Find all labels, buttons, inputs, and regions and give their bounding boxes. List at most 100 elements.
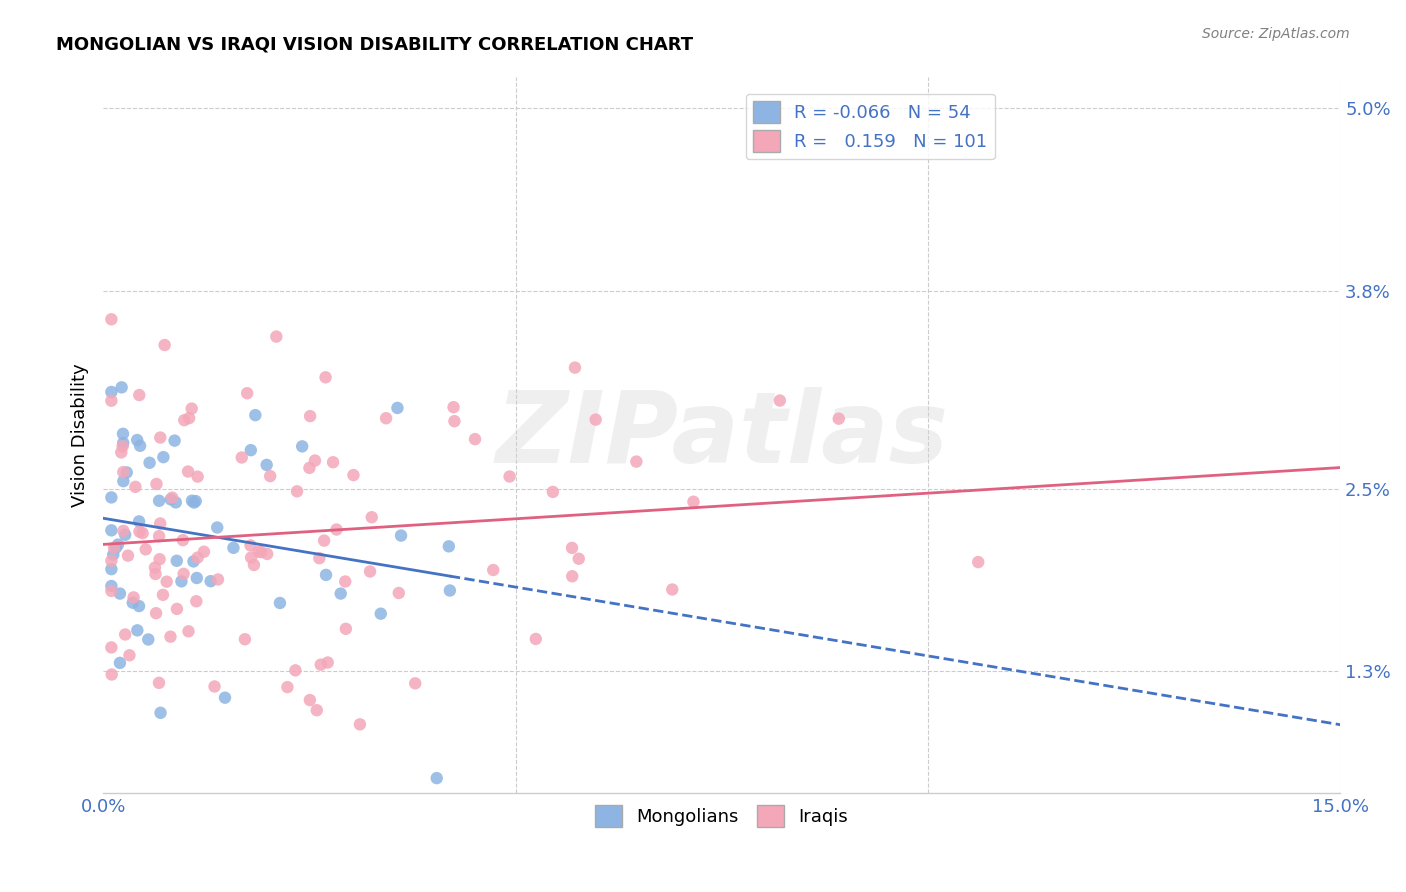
Iraqis <box>285 484 308 499</box>
Mongolians <box>437 539 460 553</box>
Iraqis <box>111 439 134 453</box>
Iraqis <box>359 565 381 579</box>
Mongolians <box>111 426 134 441</box>
Iraqis <box>585 412 607 426</box>
Iraqis <box>314 533 336 548</box>
Mongolians <box>128 515 150 529</box>
Iraqis <box>243 558 266 572</box>
Iraqis <box>561 541 583 555</box>
Mongolians <box>138 456 160 470</box>
Iraqis <box>153 338 176 352</box>
Iraqis <box>145 477 167 491</box>
Mongolians <box>136 632 159 647</box>
Mongolians <box>114 528 136 542</box>
Iraqis <box>443 414 465 428</box>
Iraqis <box>173 413 195 427</box>
Iraqis <box>561 569 583 583</box>
Mongolians <box>159 492 181 507</box>
Iraqis <box>360 510 382 524</box>
Mongolians <box>127 433 149 447</box>
Iraqis <box>464 432 486 446</box>
Iraqis <box>100 312 122 326</box>
Iraqis <box>173 566 195 581</box>
Iraqis <box>152 588 174 602</box>
Mongolians <box>426 771 449 785</box>
Mongolians <box>184 494 207 508</box>
Mongolians <box>165 495 187 509</box>
Iraqis <box>100 583 122 598</box>
Iraqis <box>682 494 704 508</box>
Iraqis <box>284 664 307 678</box>
Iraqis <box>661 582 683 597</box>
Iraqis <box>349 717 371 731</box>
Mongolians <box>121 596 143 610</box>
Mongolians <box>370 607 392 621</box>
Iraqis <box>322 455 344 469</box>
Iraqis <box>149 516 172 531</box>
Iraqis <box>967 555 990 569</box>
Iraqis <box>118 648 141 663</box>
Mongolians <box>205 520 228 534</box>
Y-axis label: Vision Disability: Vision Disability <box>72 364 89 508</box>
Iraqis <box>148 676 170 690</box>
Iraqis <box>100 393 122 408</box>
Iraqis <box>250 545 273 559</box>
Mongolians <box>105 541 128 555</box>
Iraqis <box>266 329 288 343</box>
Iraqis <box>231 450 253 465</box>
Iraqis <box>131 526 153 541</box>
Iraqis <box>143 560 166 574</box>
Iraqis <box>100 667 122 681</box>
Mongolians <box>103 548 125 562</box>
Mongolians <box>100 524 122 538</box>
Iraqis <box>179 411 201 425</box>
Iraqis <box>236 386 259 401</box>
Iraqis <box>305 703 328 717</box>
Iraqis <box>177 465 200 479</box>
Iraqis <box>177 624 200 639</box>
Mongolians <box>245 408 267 422</box>
Iraqis <box>443 400 465 414</box>
Mongolians <box>181 493 204 508</box>
Mongolians <box>183 554 205 568</box>
Mongolians <box>186 571 208 585</box>
Iraqis <box>256 547 278 561</box>
Iraqis <box>149 431 172 445</box>
Mongolians <box>100 579 122 593</box>
Iraqis <box>166 602 188 616</box>
Legend: Mongolians, Iraqis: Mongolians, Iraqis <box>588 798 855 834</box>
Iraqis <box>276 680 298 694</box>
Iraqis <box>204 680 226 694</box>
Mongolians <box>387 401 409 415</box>
Iraqis <box>135 542 157 557</box>
Iraqis <box>112 524 135 538</box>
Iraqis <box>117 549 139 563</box>
Mongolians <box>163 434 186 448</box>
Mongolians <box>269 596 291 610</box>
Iraqis <box>110 445 132 459</box>
Mongolians <box>329 586 352 600</box>
Mongolians <box>152 450 174 464</box>
Mongolians <box>111 380 134 394</box>
Iraqis <box>626 454 648 468</box>
Iraqis <box>482 563 505 577</box>
Iraqis <box>149 552 172 566</box>
Iraqis <box>186 594 208 608</box>
Mongolians <box>108 656 131 670</box>
Mongolians <box>128 599 150 613</box>
Iraqis <box>124 480 146 494</box>
Mongolians <box>115 466 138 480</box>
Text: Source: ZipAtlas.com: Source: ZipAtlas.com <box>1202 27 1350 41</box>
Iraqis <box>193 545 215 559</box>
Iraqis <box>308 551 330 566</box>
Iraqis <box>298 461 321 475</box>
Iraqis <box>100 554 122 568</box>
Mongolians <box>239 443 262 458</box>
Iraqis <box>145 566 167 581</box>
Iraqis <box>100 640 122 655</box>
Iraqis <box>568 551 591 566</box>
Text: ZIPatlas: ZIPatlas <box>495 387 948 483</box>
Mongolians <box>166 554 188 568</box>
Iraqis <box>404 676 426 690</box>
Iraqis <box>524 632 547 646</box>
